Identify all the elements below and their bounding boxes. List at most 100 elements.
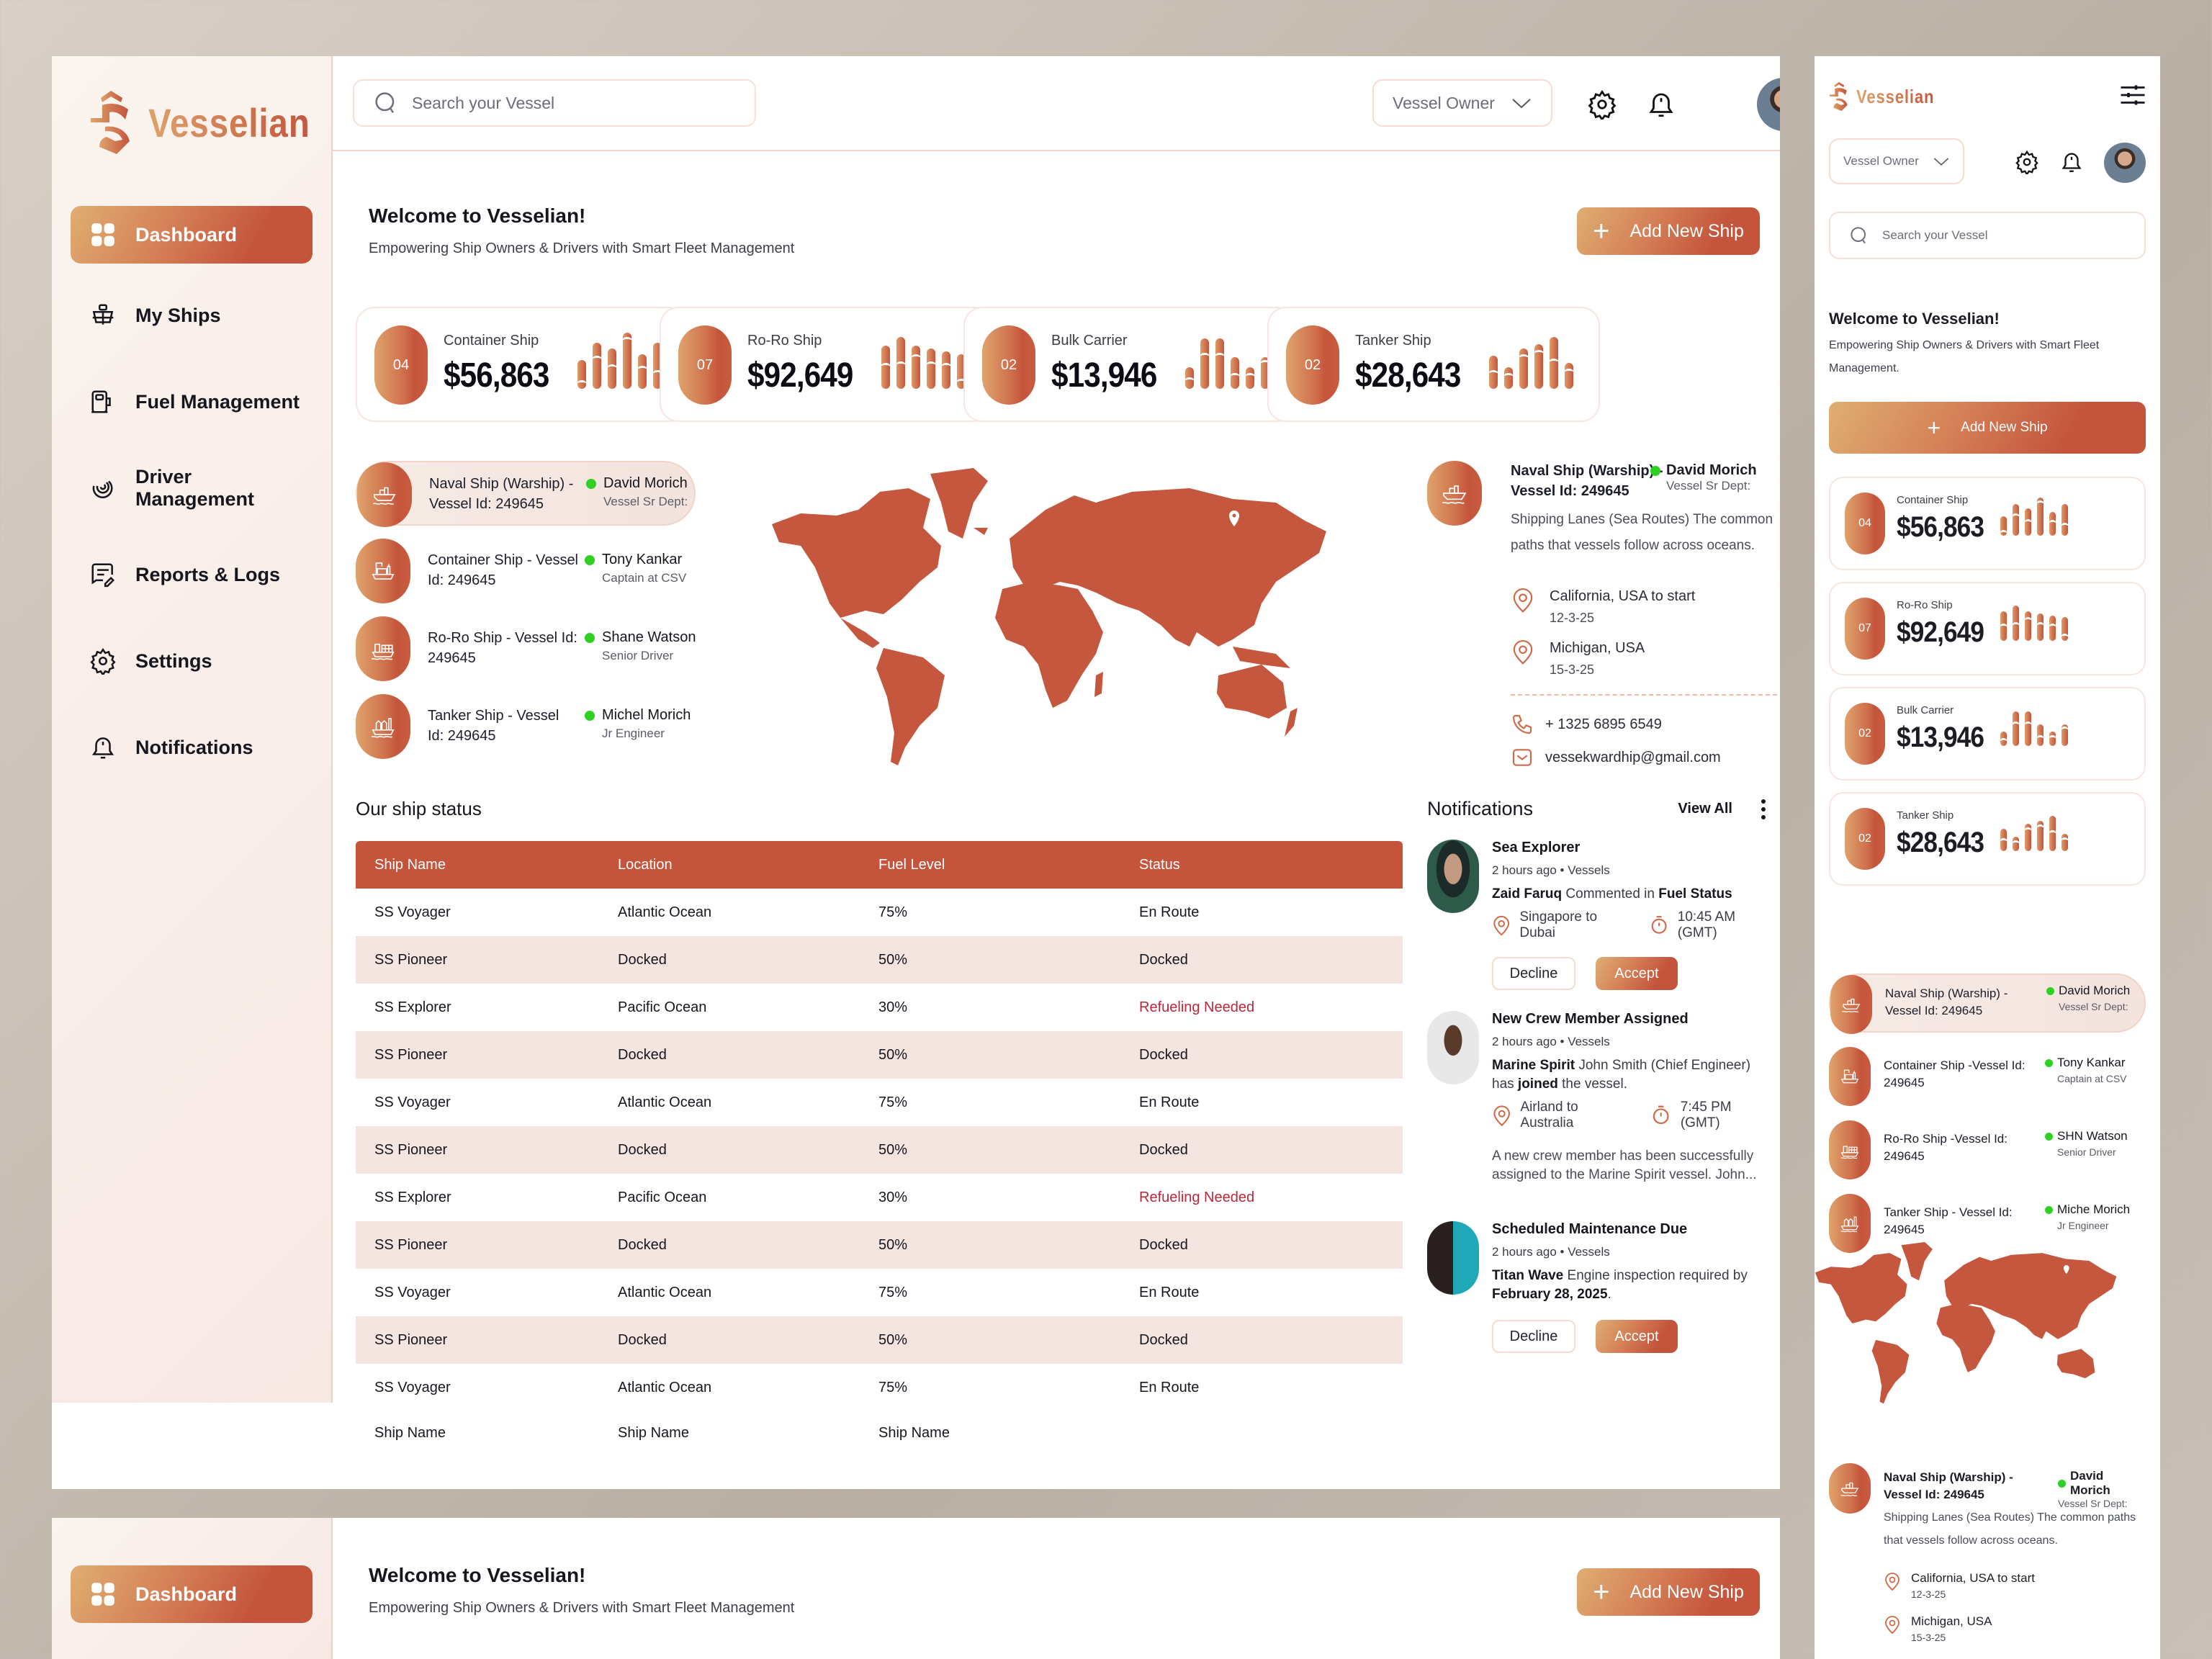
column-header[interactable]: Location [618, 856, 673, 873]
sidebar-item-dashboard[interactable]: Dashboard [71, 206, 313, 264]
table-row[interactable]: SS Pioneer Docked 50% Docked [356, 1126, 1403, 1174]
brand-logo[interactable]: Vesselian [1829, 81, 1948, 112]
cell-ship-name: Ship Name [374, 1424, 446, 1441]
cell-ship-name: SS Voyager [374, 1094, 451, 1110]
stat-card[interactable]: 07 Ro-Ro Ship $92,649 [1829, 582, 2146, 675]
table-row[interactable]: SS Pioneer Docked 50% Docked [356, 1221, 1403, 1269]
stat-card[interactable]: 02 Tanker Ship $28,643 [1829, 792, 2146, 886]
sidebar-item-settings[interactable]: Settings [71, 632, 313, 690]
add-new-ship-button[interactable]: + Add New Ship [1829, 402, 2146, 454]
sidebar-item-driver-management[interactable]: Driver Management [71, 459, 313, 517]
cell-location: Atlantic Ocean [618, 1379, 712, 1395]
map-pin-icon[interactable] [2063, 1265, 2069, 1274]
table-row[interactable]: SS Voyager Atlantic Ocean 75% En Route [356, 1364, 1403, 1411]
vessel-list-item[interactable]: Ro-Ro Ship - Vessel Id: 249645 Shane Wat… [356, 616, 701, 681]
vessel-list-item[interactable]: Container Ship -Vessel Id: 249645 Tony K… [1829, 1047, 2146, 1106]
table-row[interactable]: SS Voyager Atlantic Ocean 75% En Route [356, 1269, 1403, 1316]
stat-card[interactable]: 04 Container Ship $56,863 [356, 307, 688, 422]
filter-sliders-icon[interactable] [2120, 84, 2146, 107]
user-avatar[interactable] [1757, 78, 1780, 131]
table-row[interactable]: SS Explorer Pacific Ocean 30% Refueling … [356, 984, 1403, 1031]
settings-gear-icon[interactable] [2015, 150, 2039, 174]
online-status-dot [2045, 1132, 2053, 1141]
user-avatar[interactable] [2104, 143, 2146, 183]
role-select[interactable]: Vessel Owner [1372, 79, 1552, 127]
warship-icon [1427, 461, 1482, 526]
decline-button[interactable]: Decline [1492, 1320, 1575, 1353]
stat-card[interactable]: 07 Ro-Ro Ship $92,649 [660, 307, 992, 422]
stat-value: $56,863 [1897, 511, 1984, 543]
mini-bar [2024, 611, 2032, 641]
count-badge: 04 [1845, 493, 1885, 554]
map-pin-icon[interactable] [1229, 511, 1239, 526]
search-input[interactable]: Search your Vessel [1829, 212, 2146, 259]
stat-value: $28,643 [1897, 827, 1984, 858]
sidebar-item-reports-logs[interactable]: Reports & Logs [71, 546, 313, 603]
vessel-title: Container Ship -Vessel Id: 249645 [1884, 1058, 2026, 1089]
add-new-ship-button[interactable]: + Add New Ship [1577, 1568, 1760, 1616]
add-new-ship-button[interactable]: + Add New Ship [1577, 207, 1760, 255]
vessel-list-item[interactable]: Tanker Ship - Vessel Id: 249645 Michel M… [356, 694, 701, 759]
table-row[interactable]: SS Voyager Atlantic Ocean 75% En Route [356, 889, 1403, 936]
vessel-list-item[interactable]: Naval Ship (Warship) - Vessel Id: 249645… [1829, 974, 2146, 1034]
mini-bar [1230, 357, 1240, 389]
table-row[interactable]: SS Pioneer Docked 50% Docked [356, 936, 1403, 984]
stat-card[interactable]: 02 Bulk Carrier $13,946 [1829, 687, 2146, 781]
cell-status: Docked [1139, 1046, 1188, 1063]
table-row[interactable]: SS Pioneer Docked 50% Docked [356, 1316, 1403, 1364]
mini-bar [1564, 363, 1574, 389]
column-header[interactable]: Status [1139, 856, 1180, 873]
cell-fuel-level: 75% [878, 904, 908, 920]
table-row[interactable]: SS Explorer Pacific Ocean 30% Refueling … [356, 1174, 1403, 1221]
mini-bar [2000, 828, 2008, 851]
stat-card[interactable]: 02 Tanker Ship $28,643 [1267, 307, 1600, 422]
notification-avatar [1427, 1011, 1479, 1084]
column-header[interactable]: Fuel Level [878, 856, 945, 873]
decline-button[interactable]: Decline [1492, 957, 1575, 990]
sidebar-item-dashboard[interactable]: Dashboard [71, 1565, 313, 1623]
greenland-shape [930, 468, 988, 539]
more-options-icon[interactable] [1761, 799, 1766, 819]
stat-card[interactable]: 04 Container Ship $56,863 [1829, 477, 2146, 570]
email-contact[interactable]: vessekwardhip@gmail.com [1511, 746, 1721, 769]
mini-bar [2012, 711, 2020, 746]
phone-contact[interactable]: + 1325 6895 6549 [1511, 713, 1662, 736]
driver-name: Shane Watson [602, 629, 696, 645]
cell-fuel-level: 50% [878, 1046, 908, 1063]
notification-bell-icon[interactable] [1646, 89, 1676, 120]
accept-button[interactable]: Accept [1596, 957, 1678, 990]
accept-button[interactable]: Accept [1596, 1320, 1678, 1353]
world-map[interactable] [757, 459, 1420, 776]
plus-icon: + [1593, 1576, 1610, 1608]
mini-bar-chart [1488, 337, 1583, 389]
sidebar-item-notifications[interactable]: Notifications [71, 719, 313, 776]
vessel-list-item[interactable]: Container Ship - Vessel Id: 249645 Tony … [356, 539, 701, 603]
table-row[interactable]: Ship Name Ship Name Ship Name [356, 1411, 1403, 1455]
table-row[interactable]: SS Pioneer Docked 50% Docked [356, 1031, 1403, 1079]
stat-value: $28,643 [1355, 356, 1461, 395]
settings-gear-icon[interactable] [1587, 89, 1617, 120]
cell-ship-name: SS Voyager [374, 1284, 451, 1300]
vessel-list-item[interactable]: Naval Ship (Warship) - Vessel Id: 249645… [356, 461, 696, 527]
vessel-list-item[interactable]: Tanker Ship - Vessel Id: 249645 Miche Mo… [1829, 1194, 2146, 1253]
sidebar-item-fuel-management[interactable]: Fuel Management [71, 373, 313, 431]
search-input[interactable]: Search your Vessel [353, 79, 756, 127]
stat-card[interactable]: 02 Bulk Carrier $13,946 [963, 307, 1296, 422]
mini-bar-chart [2000, 497, 2080, 536]
location-pin-icon [1493, 1105, 1511, 1127]
brand-logo[interactable]: Vesselian [89, 88, 338, 157]
cell-ship-name: SS Pioneer [374, 951, 448, 968]
stat-value: $13,946 [1051, 356, 1157, 395]
notification-bell-icon[interactable] [2059, 150, 2084, 174]
table-row[interactable]: SS Voyager Atlantic Ocean 75% En Route [356, 1079, 1403, 1126]
vessel-list-item[interactable]: Ro-Ro Ship -Vessel Id: 249645 SHN Watson… [1829, 1120, 2146, 1179]
detail-driver-name: David Morich [1666, 462, 1757, 478]
view-all-link[interactable]: View All [1678, 801, 1732, 817]
stat-label: Container Ship [1897, 494, 1969, 506]
role-select[interactable]: Vessel Owner [1829, 138, 1964, 184]
sidebar-item-my-ships[interactable]: My Ships [71, 287, 313, 344]
world-map[interactable] [1815, 1208, 2160, 1439]
column-header[interactable]: Ship Name [374, 856, 446, 873]
sidebar-item-label: Notifications [135, 736, 253, 758]
notification-meta: 2 hours ago • Vessels [1492, 1035, 1610, 1048]
